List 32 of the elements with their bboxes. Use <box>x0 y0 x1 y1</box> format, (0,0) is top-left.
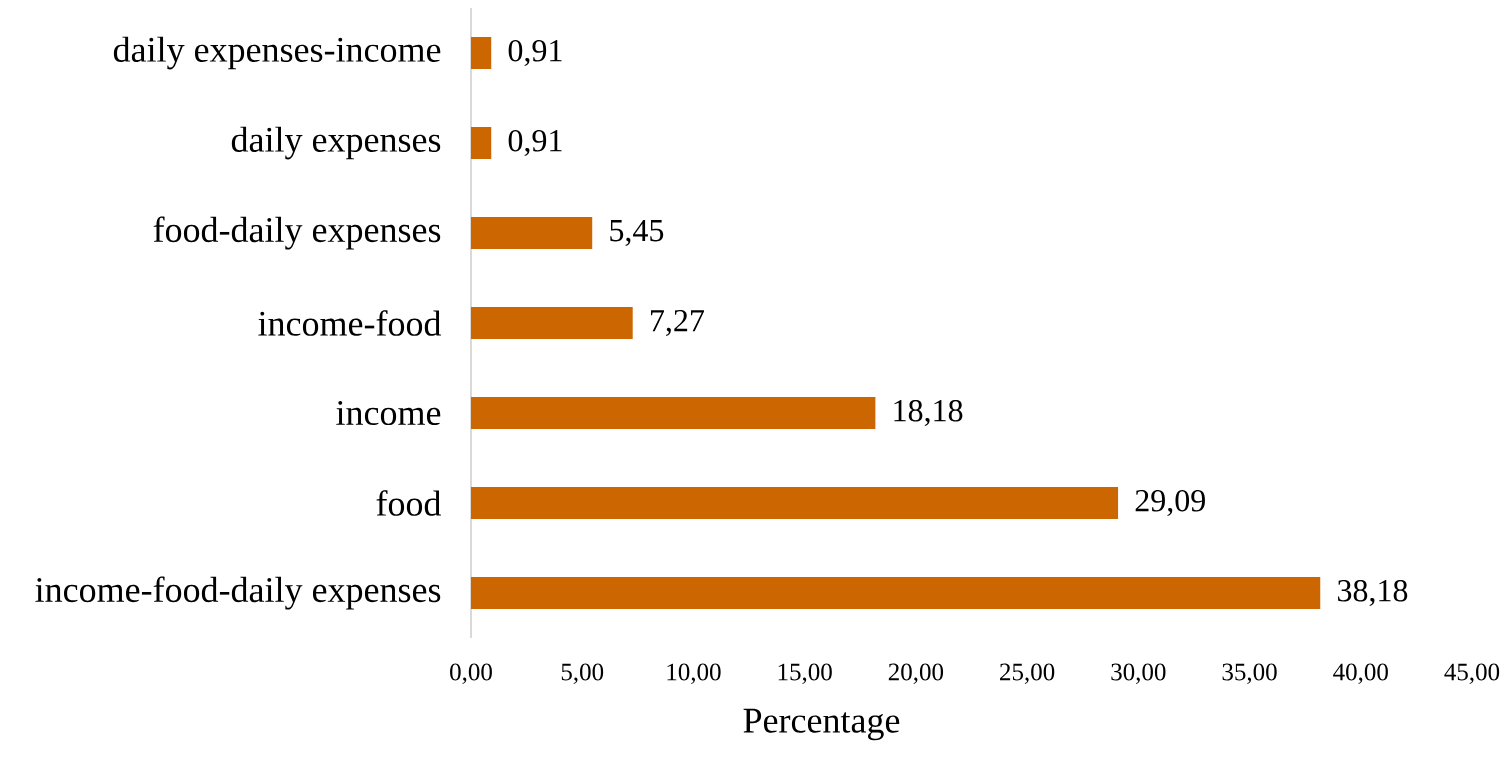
y-tick-label: income <box>336 400 441 426</box>
x-tick-label: 20,00 <box>888 663 944 684</box>
bar <box>471 37 492 70</box>
data-label: 29,09 <box>1135 489 1205 517</box>
x-tick-label: 5,00 <box>561 663 604 684</box>
bar <box>471 307 633 340</box>
data-label: 38,18 <box>1337 579 1408 607</box>
data-label: 7,27 <box>651 309 704 337</box>
data-label: 0,91 <box>508 129 562 157</box>
data-label: 18,18 <box>894 399 963 427</box>
x-axis-title: Percentage <box>743 708 900 741</box>
y-tick-label: income-food-daily expenses <box>35 576 441 610</box>
y-tick-label: income-food <box>258 310 442 336</box>
x-tick-label: 10,00 <box>667 663 721 684</box>
x-tick-label: 15,00 <box>778 663 832 684</box>
bar <box>471 577 1321 610</box>
x-tick-label: 35,00 <box>1222 663 1277 684</box>
bar <box>471 487 1119 520</box>
data-label: 0,91 <box>508 39 562 67</box>
x-tick-label: 30,00 <box>1111 663 1166 684</box>
x-tick-label: 45,00 <box>1444 663 1500 684</box>
x-tick-label: 40,00 <box>1333 663 1388 684</box>
bar <box>471 127 492 160</box>
x-tick-label: 25,00 <box>1000 663 1055 684</box>
data-label: 5,45 <box>610 220 664 246</box>
y-tick-label: food-daily expenses <box>153 216 441 250</box>
x-tick-label: 0,00 <box>450 663 492 684</box>
y-tick-label: food <box>376 490 442 516</box>
bar <box>471 217 593 250</box>
bar <box>471 397 876 430</box>
y-tick-label: daily expenses-income <box>113 36 441 70</box>
y-tick-label: daily expenses <box>231 126 441 160</box>
